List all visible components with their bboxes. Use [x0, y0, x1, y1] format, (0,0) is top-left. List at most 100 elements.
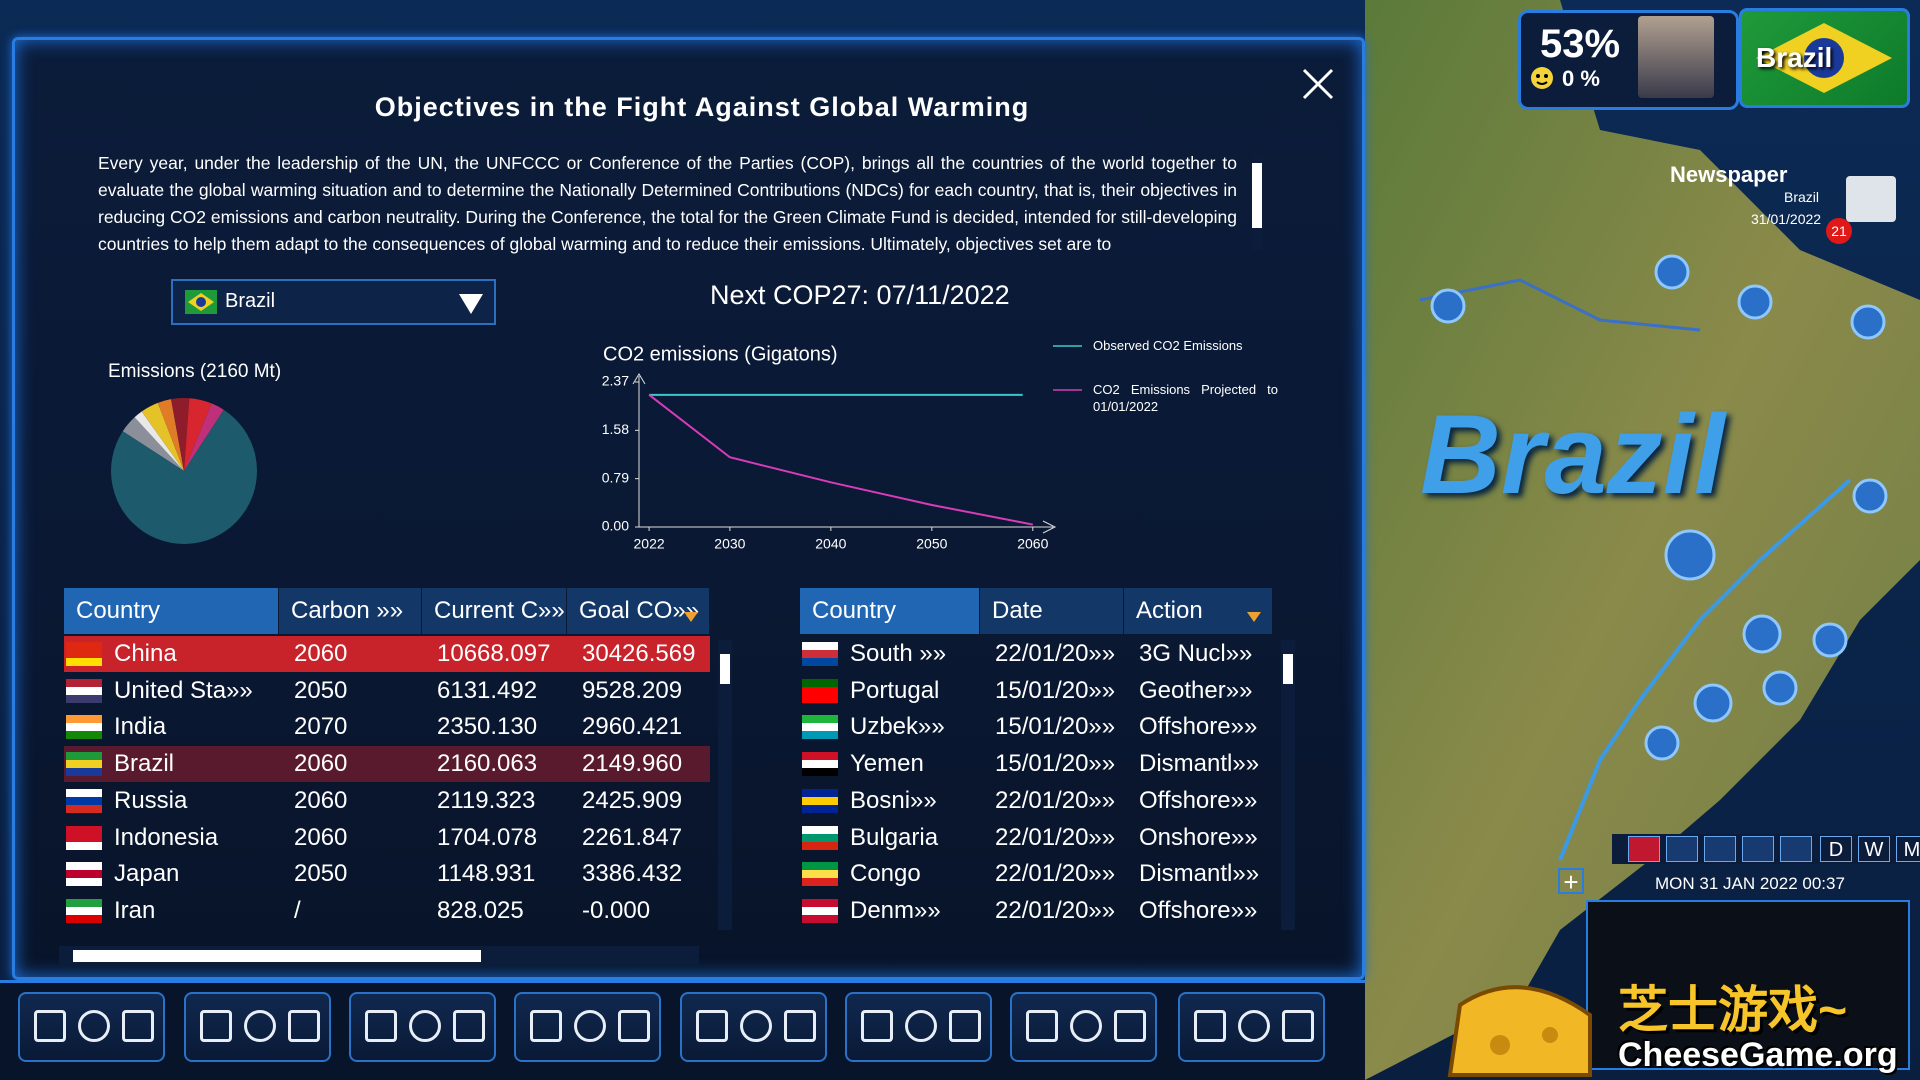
- column-header[interactable]: Country: [64, 588, 279, 634]
- sort-arrow: [1247, 612, 1261, 622]
- tool-icon[interactable]: [1070, 1010, 1102, 1042]
- tool-icon[interactable]: [949, 1010, 981, 1042]
- table-cell: 3386.432: [582, 860, 683, 888]
- tool-icon[interactable]: [696, 1010, 728, 1042]
- column-header[interactable]: Date: [980, 588, 1124, 634]
- speed-button[interactable]: [1666, 836, 1698, 862]
- tool-group[interactable]: [349, 992, 496, 1062]
- tool-group[interactable]: [514, 992, 661, 1062]
- tool-group[interactable]: [1010, 992, 1157, 1062]
- country-cell[interactable]: Russia: [114, 786, 188, 814]
- column-header[interactable]: Country: [800, 588, 980, 634]
- column-header[interactable]: Action: [1124, 588, 1273, 634]
- newspaper-icon[interactable]: [1846, 176, 1896, 222]
- country-cell[interactable]: China: [114, 640, 177, 667]
- land: [1365, 0, 1920, 1080]
- speed-button[interactable]: [1742, 836, 1774, 862]
- tool-group[interactable]: [184, 992, 331, 1062]
- flag: [66, 788, 102, 813]
- table-cell: Offshore»»: [1139, 786, 1258, 814]
- table-cell: 2060: [294, 640, 348, 667]
- legend-entry: CO2 Emissions Projected to 01/01/2022: [1093, 382, 1278, 414]
- table-cell: 6131.492: [437, 676, 538, 704]
- tool-icon[interactable]: [34, 1010, 66, 1042]
- tool-icon[interactable]: [1282, 1010, 1314, 1042]
- table-cell: 1148.931: [437, 860, 536, 888]
- country-cell[interactable]: Japan: [114, 860, 180, 888]
- flag: [802, 715, 838, 740]
- tool-icon[interactable]: [530, 1010, 562, 1042]
- column-header[interactable]: Current C»»: [422, 588, 567, 634]
- newspaper-title[interactable]: Newspaper: [1670, 162, 1788, 187]
- country-cell[interactable]: Iran: [114, 896, 156, 924]
- city-markers[interactable]: [1430, 254, 1888, 761]
- tool-group[interactable]: [680, 992, 827, 1062]
- flag: [802, 862, 838, 887]
- tool-icon[interactable]: [1194, 1010, 1226, 1042]
- table-cell: 10668.097: [437, 640, 551, 667]
- country-dropdown[interactable]: [171, 279, 496, 325]
- country-cell[interactable]: Bosni»»: [850, 786, 937, 814]
- table-cell: 2050: [294, 860, 348, 888]
- country-cell[interactable]: Brazil: [114, 750, 175, 778]
- country-cell[interactable]: United Sta»»: [114, 676, 253, 704]
- column-header[interactable]: Carbon »»: [279, 588, 422, 634]
- table-cell: Onshore»»: [1139, 823, 1258, 851]
- table-cell: 2060: [294, 823, 348, 851]
- country-cell[interactable]: Indonesia: [114, 823, 219, 851]
- tool-icon[interactable]: [365, 1010, 397, 1042]
- tool-icon[interactable]: [453, 1010, 485, 1042]
- tool-icon[interactable]: [740, 1010, 772, 1042]
- minimap[interactable]: [1586, 900, 1910, 1070]
- speed-button[interactable]: [1628, 836, 1660, 862]
- border: [1558, 478, 1852, 861]
- close-button[interactable]: [1300, 66, 1336, 102]
- table-cell: 15/01/20»»: [995, 713, 1116, 741]
- country-cell[interactable]: Yemen: [850, 750, 924, 778]
- country-cell[interactable]: India: [114, 713, 167, 741]
- v-scrollbar[interactable]: [1281, 640, 1295, 930]
- tool-group[interactable]: [18, 992, 165, 1062]
- tool-icon[interactable]: [1238, 1010, 1270, 1042]
- approval: 53%: [1540, 22, 1621, 66]
- tool-icon[interactable]: [288, 1010, 320, 1042]
- desc-scrollbar[interactable]: [1252, 155, 1262, 250]
- tool-group[interactable]: [845, 992, 992, 1062]
- flag-box[interactable]: [1739, 8, 1910, 108]
- tool-icon[interactable]: [122, 1010, 154, 1042]
- tool-icon[interactable]: [1026, 1010, 1058, 1042]
- dropdown-flag: [185, 290, 217, 314]
- watermark-chinese: 芝士游戏~: [1618, 982, 1848, 1038]
- country-cell[interactable]: Bulgaria: [850, 823, 939, 851]
- tool-icon[interactable]: [905, 1010, 937, 1042]
- cheese-logo: [1447, 985, 1592, 1077]
- legend-label: CO2 Emissions Projected to 01/01/2022: [1093, 382, 1278, 414]
- country-cell[interactable]: Portugal: [850, 676, 940, 704]
- flag: [802, 898, 838, 923]
- column-header[interactable]: Goal CO»»: [567, 588, 710, 634]
- tool-icon[interactable]: [861, 1010, 893, 1042]
- x-tick-label: 2022: [634, 536, 665, 552]
- country-cell[interactable]: Denm»»: [850, 896, 941, 924]
- v-scrollbar[interactable]: [718, 640, 732, 930]
- period-button[interactable]: D: [1820, 836, 1852, 862]
- country-cell[interactable]: Uzbek»»: [850, 713, 945, 741]
- tool-icon[interactable]: [78, 1010, 110, 1042]
- tool-group[interactable]: [1178, 992, 1325, 1062]
- period-button[interactable]: W: [1858, 836, 1890, 862]
- tool-icon[interactable]: [618, 1010, 650, 1042]
- tool-icon[interactable]: [784, 1010, 816, 1042]
- country-cell[interactable]: Congo: [850, 860, 921, 888]
- tool-icon[interactable]: [200, 1010, 232, 1042]
- speed-button[interactable]: [1780, 836, 1812, 862]
- tool-icon[interactable]: [409, 1010, 441, 1042]
- expand-minimap[interactable]: +: [1558, 868, 1584, 895]
- period-button[interactable]: M: [1896, 836, 1920, 862]
- tool-icon[interactable]: [244, 1010, 276, 1042]
- speed-button[interactable]: [1704, 836, 1736, 862]
- leader-portrait[interactable]: [1638, 16, 1714, 98]
- tool-icon[interactable]: [574, 1010, 606, 1042]
- h-scrollbar[interactable]: [59, 946, 699, 966]
- tool-icon[interactable]: [1114, 1010, 1146, 1042]
- country-cell[interactable]: South »»: [850, 640, 947, 667]
